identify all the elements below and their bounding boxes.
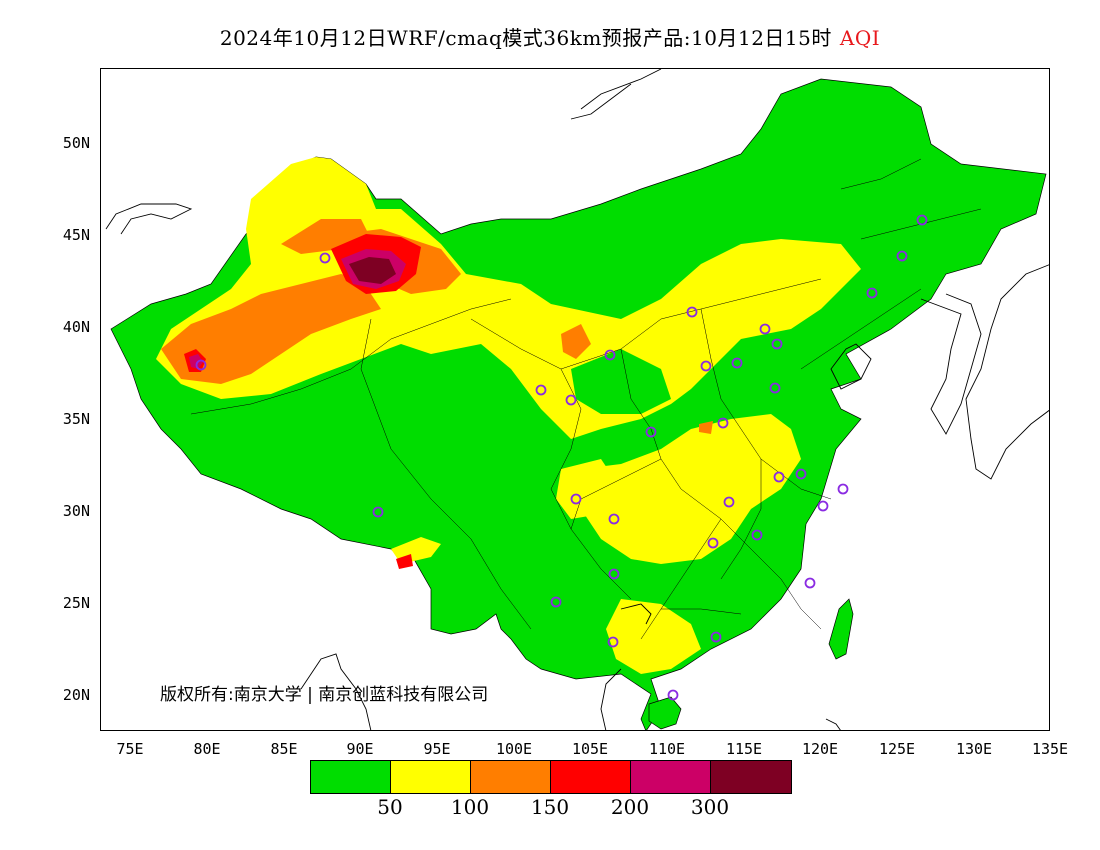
station-marker [866,287,878,299]
lon-label-80e: 80E [193,740,221,758]
station-marker [607,636,619,648]
lat-label-45n: 45N [62,226,90,244]
lat-label-35n: 35N [62,410,90,428]
lon-label-115e: 115E [725,740,763,758]
station-marker [769,382,781,394]
station-marker [608,513,620,525]
yellow-region-south [606,599,701,674]
red-region-tibet-south [396,554,413,569]
station-markers [195,214,928,701]
lon-label-130e: 130E [955,740,993,758]
station-marker [686,306,698,318]
station-marker [667,689,679,701]
lon-label-105e: 105E [571,740,609,758]
taiwan-region [828,598,854,660]
station-marker [604,349,616,361]
yellow-region-sichuan [556,459,621,519]
station-marker [565,394,577,406]
station-marker [795,468,807,480]
lat-label-30n: 30N [62,502,90,520]
station-marker [916,214,928,226]
legend-swatch-200-300 [631,761,711,793]
station-marker [707,537,719,549]
lon-label-90e: 90E [346,740,374,758]
province-boundaries [190,158,982,640]
orange-region-xinjiang-west [161,274,381,384]
station-marker [837,483,849,495]
green-patch-north [571,349,671,414]
lat-label-25n: 25N [62,594,90,612]
title-text: 2024年10月12日WRF/cmaq模式36km预报产品:10月12日15时 [219,26,832,50]
station-marker [645,426,657,438]
map-title: 2024年10月12日WRF/cmaq模式36km预报产品:10月12日15时 A… [0,22,1100,51]
legend-label-50: 50 [377,795,403,819]
station-marker [804,577,816,589]
orange-region-ordos [561,324,591,359]
purple-region-kashgar [189,354,203,369]
lat-label-40n: 40N [62,318,90,336]
maroon-region-xinjiang [349,257,396,284]
neighbour-coastlines [105,69,1049,730]
station-marker [700,360,712,372]
lon-label-100e: 100E [495,740,533,758]
station-marker [550,596,562,608]
lat-label-50n: 50N [62,134,90,152]
station-marker [771,338,783,350]
station-marker [710,631,722,643]
legend-swatch-150-200 [551,761,631,793]
station-marker [817,500,829,512]
station-marker [773,471,785,483]
lon-label-95e: 95E [423,740,451,758]
legend-swatch-0-50 [311,761,391,793]
station-marker [608,568,620,580]
lon-label-135e: 135E [1031,740,1069,758]
title-variable: AQI [839,26,881,50]
legend-swatch-50-100 [391,761,471,793]
legend-swatch-300-plus [711,761,791,793]
station-marker [372,506,384,518]
station-marker [731,357,743,369]
lon-label-125e: 125E [878,740,916,758]
lat-label-20n: 20N [62,686,90,704]
copyright-text: 版权所有:南京大学 | 南京创蓝科技有限公司 [160,685,489,705]
station-marker [535,384,547,396]
station-marker [723,496,735,508]
legend-label-100: 100 [450,795,490,819]
station-marker [195,359,207,371]
station-marker [570,493,582,505]
legend-label-150: 150 [530,795,570,819]
legend-label-300: 300 [690,795,730,819]
lon-label-75e: 75E [116,740,144,758]
hainan-region [648,696,682,730]
orange-region-sichuan-spot [699,421,713,434]
legend-swatch-100-150 [471,761,551,793]
aqi-legend-bar [310,760,792,794]
lon-label-85e: 85E [270,740,298,758]
station-marker [759,323,771,335]
station-marker [751,529,763,541]
lon-label-110e: 110E [648,740,686,758]
aqi-map [100,68,1050,731]
station-marker [896,250,908,262]
map-canvas [105,69,1049,730]
station-marker [319,252,331,264]
station-marker [717,417,729,429]
lon-label-120e: 120E [801,740,839,758]
legend-label-200: 200 [610,795,650,819]
